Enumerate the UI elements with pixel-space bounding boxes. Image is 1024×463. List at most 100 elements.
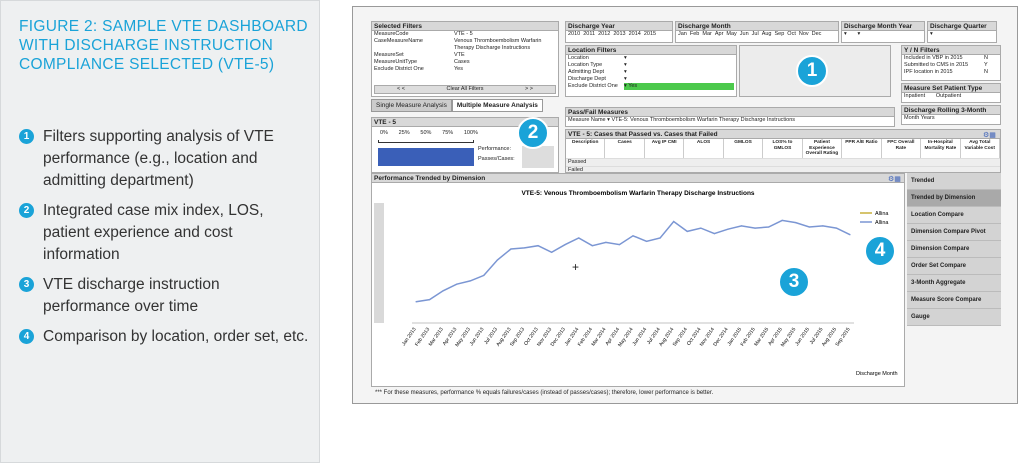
view-button[interactable]: Dimension Compare: [907, 241, 1001, 258]
month-option[interactable]: Jun: [739, 31, 749, 37]
pass-fail-title: Pass/Fail Measures: [566, 108, 894, 117]
filter-value: VTE: [454, 52, 465, 58]
bullet-item: 4 Comparison by location, order set, etc…: [19, 326, 309, 348]
view-button[interactable]: Order Set Compare: [907, 258, 1001, 275]
selected-filters-title: Selected Filters: [372, 22, 558, 31]
yn-filter-value[interactable]: Y: [984, 62, 988, 68]
yn-filters-box: Y / N Filters Included in VBP in 2015 N Su…: [901, 45, 1001, 81]
view-button[interactable]: Trended by Dimension: [907, 190, 1001, 207]
cases-table-rows: Passed Failed: [566, 157, 1000, 173]
month-option[interactable]: Nov: [798, 31, 809, 37]
location-filters-box: Location Filters Location ▾ Location Type ▾…: [565, 45, 737, 97]
year-option[interactable]: 2014: [628, 31, 641, 37]
chart-tools-icon[interactable]: ⚙▦: [888, 176, 901, 183]
location-filter-dropdown[interactable]: ▾ Yes: [624, 83, 734, 90]
cases-column-header[interactable]: LOS% to GMLOS: [763, 139, 803, 158]
selected-filter-row: CaseMeasureName Venous Thromboembolism Wa…: [372, 38, 558, 52]
month-option[interactable]: Mar: [702, 31, 712, 37]
data-point: [713, 233, 715, 235]
location-filter-row[interactable]: Location ▾: [566, 55, 736, 62]
month-option[interactable]: Feb: [689, 31, 700, 37]
cases-column-header[interactable]: Cases: [605, 139, 645, 158]
yn-filter-value[interactable]: N: [984, 55, 988, 61]
year-option[interactable]: 2012: [598, 31, 611, 37]
chart-scroll-bar[interactable]: [374, 203, 384, 323]
data-point: [808, 226, 810, 228]
month-option[interactable]: Dec: [811, 31, 822, 37]
location-filter-row[interactable]: Location Type ▾: [566, 62, 736, 69]
location-filter-dropdown[interactable]: ▾: [624, 62, 627, 68]
yn-filter-value[interactable]: N: [984, 69, 988, 75]
view-button[interactable]: Location Compare: [907, 207, 1001, 224]
view-button[interactable]: Measure Score Compare: [907, 292, 1001, 309]
rolling-box: Discharge Rolling 3-Month Month Years: [901, 105, 1001, 125]
cases-column-header[interactable]: Avg Total Variable Cost: [961, 139, 1000, 158]
bullet-item: 1 Filters supporting analysis of VTE per…: [19, 126, 309, 192]
bullet-item: 2 Integrated case mix index, LOS, patien…: [19, 200, 309, 266]
cases-column-header[interactable]: Patient Experience Overall Rating: [803, 139, 843, 158]
cases-table-header: Description Cases Avg IP CMI ALOS GMLOS LOS% …: [566, 139, 1000, 158]
month-option[interactable]: Sep: [774, 31, 785, 37]
next-arrow[interactable]: > >: [525, 86, 533, 92]
view-button[interactable]: Dimension Compare Pivot: [907, 224, 1001, 241]
month-option[interactable]: Jul: [751, 31, 759, 37]
rolling-dropdown[interactable]: Month Years: [904, 115, 935, 121]
callout-2: 2: [517, 117, 549, 149]
year-option[interactable]: 2013: [613, 31, 626, 37]
cases-column-header[interactable]: Avg IP CMI: [645, 139, 685, 158]
clear-all-filters-button[interactable]: < < Clear All Filters > >: [374, 85, 556, 94]
data-point: [605, 241, 607, 243]
cases-column-header[interactable]: PPR A/E Ratio: [842, 139, 882, 158]
table-tools-icon[interactable]: ⚙▦: [983, 132, 996, 139]
tab-single-measure[interactable]: Single Measure Analysis: [371, 99, 452, 112]
option-outpatient[interactable]: Outpatient: [935, 93, 962, 99]
location-filter-dropdown[interactable]: ▾: [624, 76, 627, 82]
quarter-dropdown[interactable]: ▾: [930, 31, 933, 37]
cases-column-header[interactable]: Description: [566, 139, 606, 158]
view-button[interactable]: Gauge: [907, 309, 1001, 326]
bullet-number: 3: [19, 277, 34, 292]
x-axis-label: Discharge Month: [856, 371, 898, 377]
cases-column-header[interactable]: In-Hospital Mortality Rate: [921, 139, 961, 158]
month-option[interactable]: Aug: [761, 31, 772, 37]
yn-filter-row[interactable]: IPF location in 2015 N: [902, 69, 1000, 76]
callout-4: 4: [864, 235, 896, 267]
x-tick-label: Jun 2015: [794, 327, 811, 347]
chart-title: VTE-5: Venous Thromboembolism Warfarin T…: [521, 190, 754, 197]
prev-arrow[interactable]: < <: [397, 86, 405, 92]
month-option[interactable]: Jan: [678, 31, 687, 37]
month-year-dropdown[interactable]: ▾ ▾: [844, 31, 861, 37]
clear-all-filters-label: Clear All Filters: [446, 86, 484, 92]
location-filter-dropdown[interactable]: ▾: [624, 55, 627, 61]
year-option[interactable]: 2015: [643, 31, 657, 37]
cases-column-header[interactable]: ALOS: [684, 139, 724, 158]
tab-multiple-measure[interactable]: Multiple Measure Analysis: [451, 99, 543, 112]
month-option[interactable]: May: [726, 31, 737, 37]
cases-table-row: Failed: [566, 165, 1000, 173]
month-option[interactable]: Apr: [714, 31, 724, 37]
location-filter-row[interactable]: Exclude District One ▾ Yes: [566, 83, 736, 90]
cases-row-label: Failed: [568, 166, 583, 173]
yn-filter-row[interactable]: Submitted to CMS in 2015 Y: [902, 62, 1000, 69]
data-point: [523, 247, 526, 249]
option-inpatient[interactable]: Inpatient: [904, 93, 926, 99]
view-button[interactable]: Trended: [907, 173, 1001, 190]
location-filter-row[interactable]: Admitting Dept ▾: [566, 69, 736, 76]
location-filter-dropdown[interactable]: ▾: [624, 69, 627, 75]
cases-column-header[interactable]: FPC Overall Rate: [882, 139, 922, 158]
patient-type-box: Measure Set Patient Type Inpatient Outpa…: [901, 83, 1001, 103]
month-option[interactable]: Oct: [787, 31, 796, 37]
location-filter-row[interactable]: Discharge Dept ▾: [566, 76, 736, 83]
patient-type-options[interactable]: Inpatient Outpatient: [902, 93, 1000, 100]
measure-name-select[interactable]: Measure Name ▾ VTE-5: Venous Thromboembo…: [568, 117, 796, 123]
data-point: [591, 245, 593, 247]
filter-key: MeasureUnitType: [374, 59, 418, 65]
data-point: [551, 251, 553, 253]
data-point: [768, 226, 770, 228]
filter-key: CaseMeasureName: [374, 38, 423, 44]
cases-column-header[interactable]: GMLOS: [724, 139, 764, 158]
year-option[interactable]: 2011: [583, 31, 596, 37]
year-option[interactable]: 2010: [568, 31, 581, 37]
view-button[interactable]: 3-Month Aggregate: [907, 275, 1001, 292]
yn-filter-row[interactable]: Included in VBP in 2015 N: [902, 55, 1000, 62]
